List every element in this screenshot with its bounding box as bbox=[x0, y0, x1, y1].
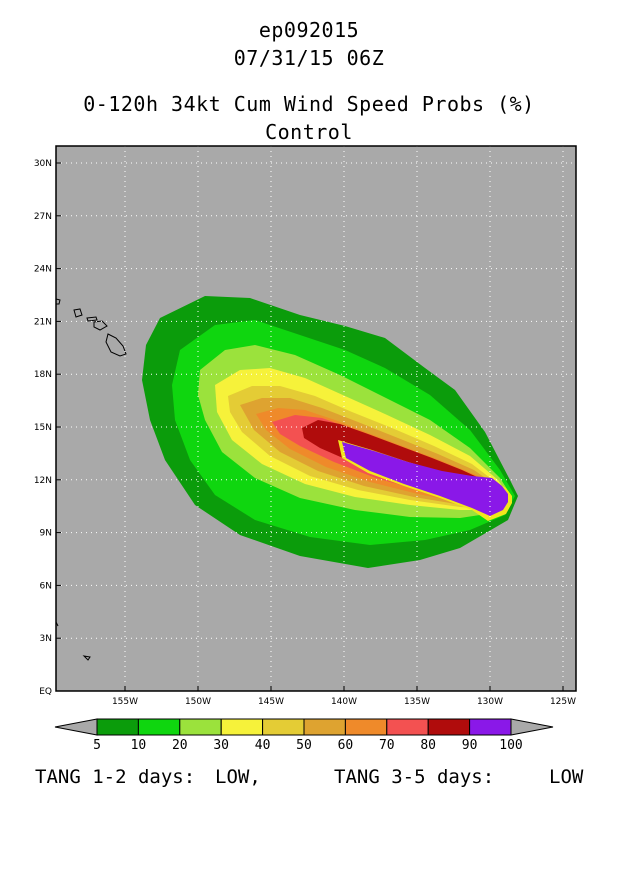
colorbar-label: 60 bbox=[338, 738, 354, 753]
lon-tick-label: 155W bbox=[112, 697, 138, 707]
lat-tick-label: EQ bbox=[39, 687, 52, 697]
island-hawaii bbox=[105, 333, 127, 357]
lat-tick-label: 6N bbox=[40, 581, 52, 591]
tang-footer: TANG 1-2 days: LOW, TANG 3-5 days: LOW bbox=[0, 766, 618, 876]
colorbar-label: 5 bbox=[93, 738, 101, 753]
map-border bbox=[55, 145, 577, 692]
ensemble-member: Control bbox=[265, 120, 353, 144]
island-molokai bbox=[86, 316, 98, 322]
colorbar-swatch bbox=[386, 718, 429, 736]
lon-tick-label: 135W bbox=[404, 697, 430, 707]
colorbar-swatch bbox=[469, 718, 512, 736]
lat-tick-label: 3N bbox=[40, 634, 52, 644]
colorbar-label: 70 bbox=[379, 738, 395, 753]
colorbar-label: 20 bbox=[172, 738, 188, 753]
probability-contours bbox=[142, 296, 518, 568]
colorbar-label: 100 bbox=[499, 738, 522, 753]
colorbar-label: 50 bbox=[296, 738, 312, 753]
probability-map: 30N 27N 24N 21N 18N 15N 12N 9N 6N 3N EQ 155W 150W 14… bbox=[34, 145, 577, 753]
tang-3-5-value: LOW bbox=[549, 766, 584, 788]
lat-tick-label: 12N bbox=[34, 476, 52, 486]
colorbar: 5 10 20 30 40 50 60 70 80 90 100 bbox=[54, 718, 554, 753]
colorbar-swatch bbox=[220, 718, 264, 736]
lon-tick-label: 150W bbox=[185, 697, 211, 707]
lat-tick-label: 27N bbox=[34, 212, 52, 222]
contour-100 bbox=[342, 442, 508, 516]
colorbar-swatch bbox=[96, 718, 139, 736]
colorbar-swatch bbox=[137, 718, 181, 736]
coastlines bbox=[56, 298, 127, 661]
colorbar-label: 40 bbox=[255, 738, 271, 753]
island-kauai bbox=[56, 298, 61, 305]
colorbar-high-end bbox=[510, 718, 554, 736]
lon-tick-label: 130W bbox=[477, 697, 503, 707]
tang-1-2-value: LOW, bbox=[215, 766, 261, 788]
colorbar-label: 90 bbox=[462, 738, 478, 753]
lon-tick-label: 140W bbox=[331, 697, 357, 707]
colorbar-swatch bbox=[303, 718, 346, 736]
tang-1-2-label: TANG 1-2 days: bbox=[35, 766, 196, 788]
valid-datetime: 07/31/15 06Z bbox=[233, 46, 385, 70]
island-oahu bbox=[73, 308, 83, 318]
colorbar-swatch bbox=[262, 718, 305, 736]
latitude-labels: 30N 27N 24N 21N 18N 15N 12N 9N 6N 3N EQ bbox=[34, 159, 61, 697]
colorbar-swatch bbox=[344, 718, 388, 736]
longitude-labels: 155W 150W 145W 140W 135W 130W 125W bbox=[112, 686, 576, 707]
lat-tick-label: 24N bbox=[34, 265, 52, 275]
lat-tick-label: 21N bbox=[34, 317, 52, 327]
lat-tick-label: 15N bbox=[34, 423, 52, 433]
colorbar-label: 30 bbox=[213, 738, 229, 753]
lon-tick-label: 145W bbox=[258, 697, 284, 707]
tang-3-5-label: TANG 3-5 days: bbox=[334, 766, 495, 788]
colorbar-low-end bbox=[54, 718, 98, 736]
island-fragment bbox=[82, 655, 91, 661]
lat-tick-label: 18N bbox=[34, 370, 52, 380]
colorbar-label: 80 bbox=[420, 738, 436, 753]
graticule bbox=[56, 146, 576, 691]
colorbar-swatch bbox=[179, 718, 222, 736]
lon-tick-label: 125W bbox=[550, 697, 576, 707]
storm-id: ep092015 bbox=[258, 18, 360, 42]
product-title: 0-120h 34kt Cum Wind Speed Probs (%) bbox=[83, 92, 535, 116]
lat-tick-label: 9N bbox=[40, 529, 52, 539]
island-maui bbox=[93, 320, 108, 331]
colorbar-label: 10 bbox=[131, 738, 147, 753]
colorbar-swatch bbox=[427, 718, 471, 736]
lat-tick-label: 30N bbox=[34, 159, 52, 169]
